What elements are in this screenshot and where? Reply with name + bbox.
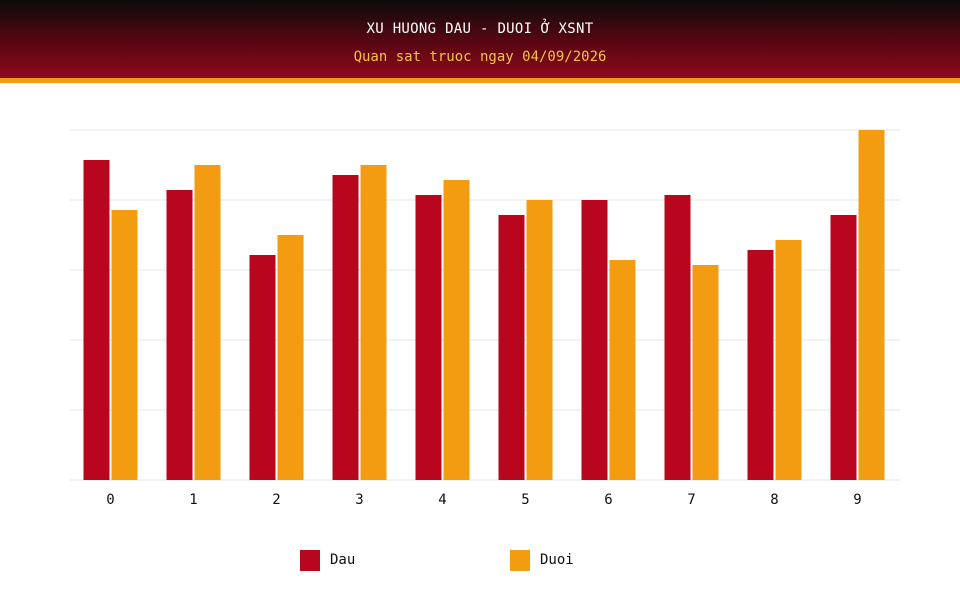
x-tick-label: 6 xyxy=(604,492,612,508)
x-tick-label: 1 xyxy=(189,492,197,508)
bar-duoi-9[interactable] xyxy=(858,130,885,480)
header-accent-stripe xyxy=(0,78,960,83)
bar-dau-8[interactable] xyxy=(747,250,774,480)
bar-duoi-3[interactable] xyxy=(360,165,387,480)
bar-dau-5[interactable] xyxy=(498,215,525,480)
x-tick-label: 5 xyxy=(521,492,529,508)
bar-duoi-1[interactable] xyxy=(194,165,221,480)
x-tick-label: 8 xyxy=(770,492,778,508)
chart-legend: Dau Duoi xyxy=(0,549,960,573)
bar-dau-0[interactable] xyxy=(83,160,110,480)
bar-dau-7[interactable] xyxy=(664,195,691,480)
legend-swatch-duoi xyxy=(510,550,530,571)
x-tick-label: 0 xyxy=(106,492,114,508)
bar-dau-1[interactable] xyxy=(166,190,193,480)
chart-subtitle: Quan sat truoc ngay 04/09/2026 xyxy=(353,49,607,65)
chart-title: XU HUONG DAU - DUOI Ở XSNT xyxy=(366,21,594,37)
bar-dau-6[interactable] xyxy=(581,200,608,480)
x-tick-label: 9 xyxy=(853,492,861,508)
legend-label-duoi: Duoi xyxy=(540,552,574,568)
bar-dau-4[interactable] xyxy=(415,195,442,480)
x-tick-label: 7 xyxy=(687,492,695,508)
bar-dau-3[interactable] xyxy=(332,175,359,480)
bar-duoi-7[interactable] xyxy=(692,265,719,480)
legend-swatch-dau xyxy=(300,550,320,571)
legend-label-dau: Dau xyxy=(330,552,356,568)
bar-duoi-4[interactable] xyxy=(443,180,470,480)
bar-dau-9[interactable] xyxy=(830,215,857,480)
bar-dau-2[interactable] xyxy=(249,255,276,480)
bar-duoi-0[interactable] xyxy=(111,210,138,480)
bar-duoi-5[interactable] xyxy=(526,200,553,480)
x-axis-tick-labels: 0 1 2 3 4 5 6 7 8 9 xyxy=(106,492,861,508)
bar-duoi-8[interactable] xyxy=(775,240,802,480)
bars xyxy=(83,130,885,480)
bar-duoi-6[interactable] xyxy=(609,260,636,480)
x-tick-label: 3 xyxy=(355,492,363,508)
bar-duoi-2[interactable] xyxy=(277,235,304,480)
chart-header: XU HUONG DAU - DUOI Ở XSNT Quan sat truo… xyxy=(0,0,960,78)
bar-chart: 0 1 2 3 4 5 6 7 8 9 xyxy=(70,129,900,508)
x-tick-label: 4 xyxy=(438,492,446,508)
x-tick-label: 2 xyxy=(272,492,280,508)
